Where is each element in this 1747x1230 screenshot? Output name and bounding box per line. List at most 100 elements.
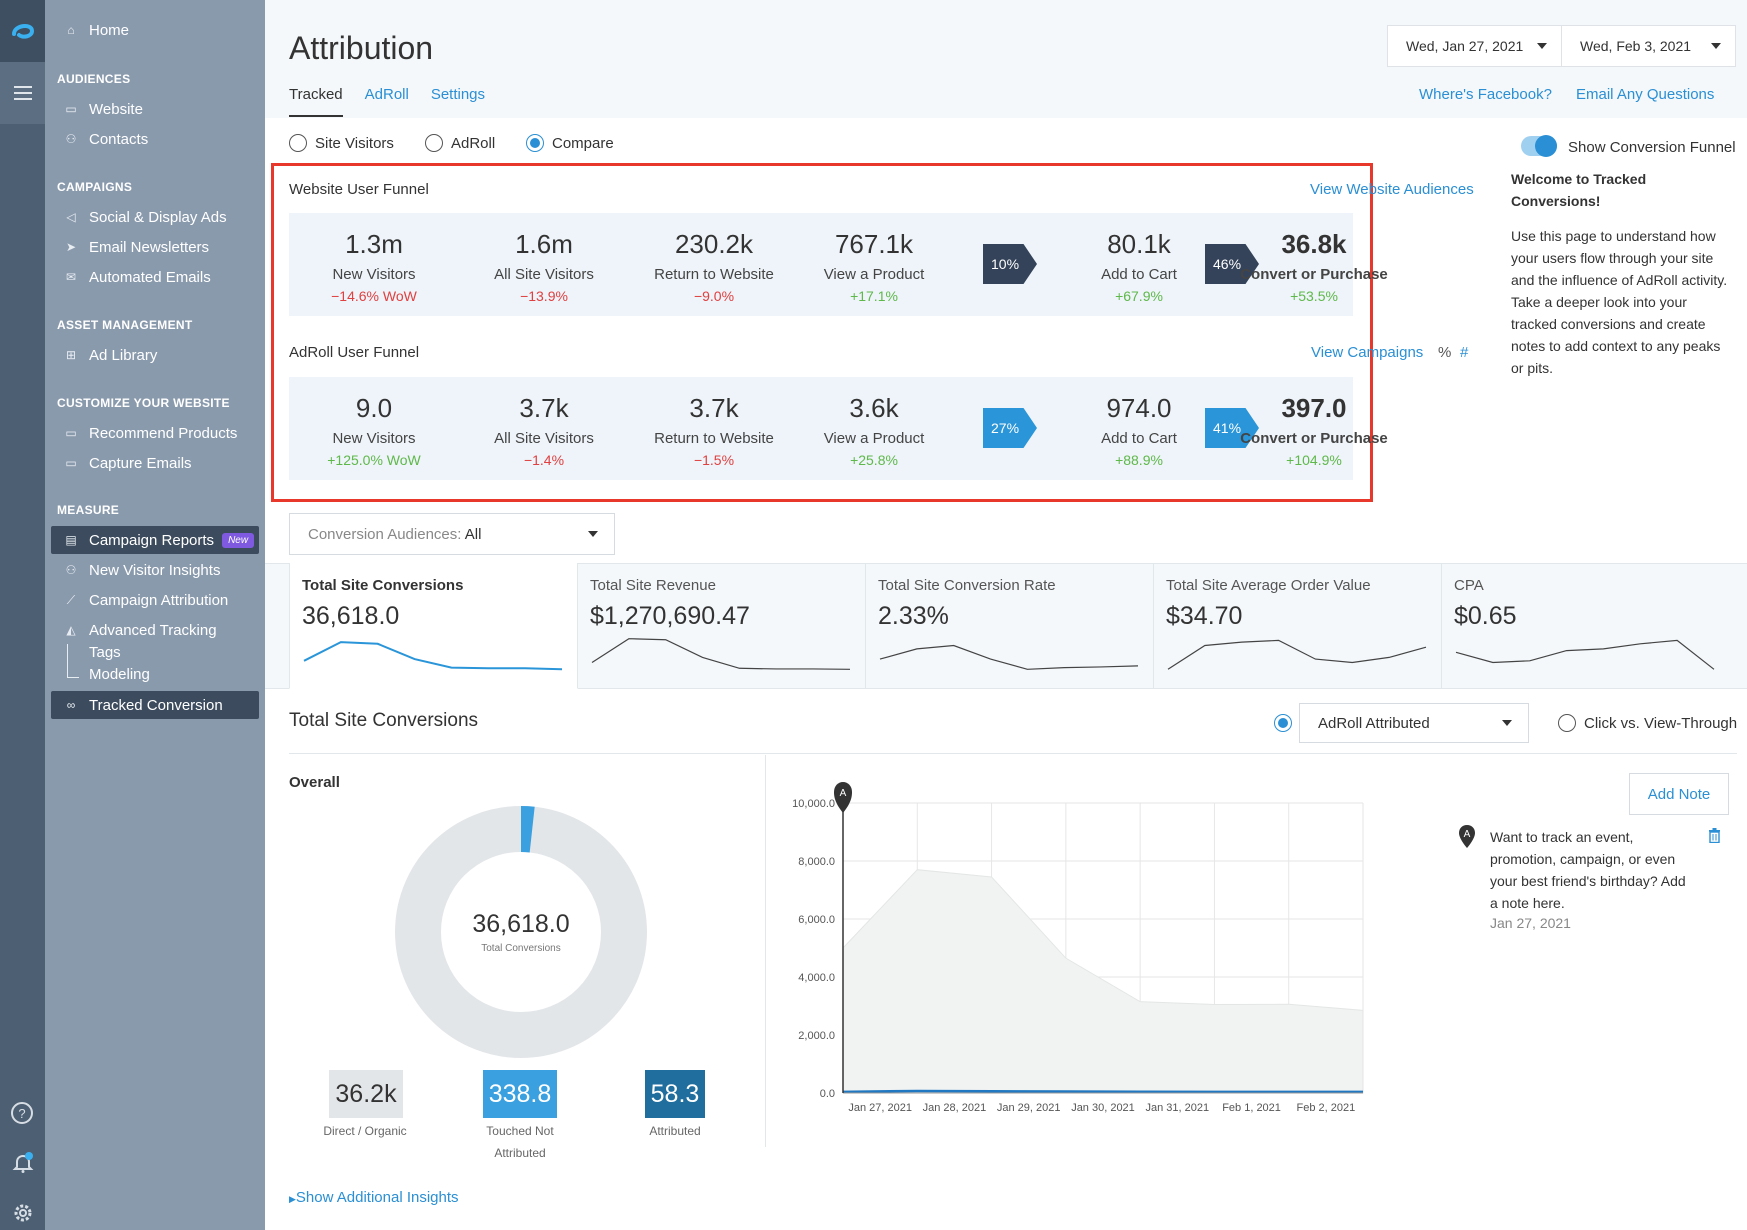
note-pin-label: A: [1464, 829, 1471, 840]
tab-bar: Tracked AdRoll Settings: [289, 86, 485, 117]
radio-site-visitors[interactable]: Site Visitors: [289, 134, 394, 152]
sidebar-item-capture-emails[interactable]: ▭ Capture Emails: [51, 449, 259, 477]
area-chart-icon: ◭: [66, 623, 76, 637]
grid-icon: ⊞: [65, 348, 77, 362]
sidebar-subitem-modeling[interactable]: Modeling: [89, 666, 150, 683]
radio-adroll[interactable]: AdRoll: [425, 134, 495, 152]
add-note-button[interactable]: Add Note: [1629, 773, 1729, 815]
tab-adroll[interactable]: AdRoll: [364, 86, 409, 103]
kpi-sparkline: [1167, 639, 1427, 670]
sidebar: ⌂ Home AUDIENCES ▭ Website ⚇ Contacts CAMPA…: [45, 0, 265, 1230]
sidebar-heading-measure: MEASURE: [57, 503, 120, 517]
sidebar-item-advanced-tracking[interactable]: ◭ Advanced Tracking: [51, 616, 259, 644]
y-tick-label: 4,000.0: [798, 972, 835, 984]
kpi-total-site-conversions[interactable]: Total Site Conversions 36,618.0: [289, 563, 578, 689]
section-divider: [289, 753, 1737, 754]
radio-adroll-attributed[interactable]: [1274, 714, 1300, 732]
sidebar-item-website[interactable]: ▭ Website: [51, 95, 259, 123]
menu-icon[interactable]: [0, 62, 45, 124]
y-tick-label: 8,000.0: [798, 856, 835, 868]
x-tick-label: Jan 31, 2021: [1145, 1102, 1209, 1114]
sidebar-item-tracked-conversion[interactable]: ∞ Tracked Conversion: [51, 691, 259, 719]
email-questions-link[interactable]: Email Any Questions: [1576, 86, 1715, 103]
sidebar-item-home[interactable]: ⌂ Home: [51, 16, 259, 44]
funnel-rate-chevron: 10%: [983, 244, 1037, 284]
sparkline-path: [303, 641, 563, 671]
radio-circle: [1558, 714, 1576, 732]
funnel-step-new-visitors: 9.0 New Visitors +125.0% WoW: [327, 393, 421, 468]
percent-toggle[interactable]: %: [1438, 344, 1452, 361]
show-funnel-toggle[interactable]: [1521, 135, 1557, 157]
browser-icon: ▭: [65, 102, 77, 116]
gear-icon[interactable]: [12, 1202, 34, 1228]
sidebar-item-automated-emails[interactable]: ✉ Automated Emails: [51, 263, 259, 291]
x-tick-label: Feb 2, 2021: [1296, 1102, 1355, 1114]
sidebar-item-ad-library[interactable]: ⊞ Ad Library: [51, 341, 259, 369]
view-website-audiences-link[interactable]: View Website Audiences: [1310, 181, 1474, 198]
radio-compare[interactable]: Compare: [526, 134, 614, 152]
funnel-step-return-to-website: 230.2k Return to Website −9.0%: [654, 229, 774, 304]
attribution-select[interactable]: AdRoll Attributed: [1299, 703, 1529, 743]
line-chart-icon: ⟋: [66, 592, 76, 607]
number-toggle[interactable]: #: [1460, 344, 1469, 361]
kpi-total-site-revenue[interactable]: Total Site Revenue $1,270,690.47: [578, 563, 866, 689]
view-campaigns-link[interactable]: View Campaigns: [1311, 344, 1424, 361]
show-additional-insights-link[interactable]: ▶Show Additional Insights: [289, 1189, 459, 1206]
funnel-step-new-visitors: 1.3m New Visitors −14.6% WoW: [331, 229, 417, 304]
browser-icon: ▭: [65, 426, 77, 440]
wheres-facebook-link[interactable]: Where's Facebook?: [1419, 86, 1552, 103]
sparkline-path: [1455, 639, 1715, 670]
tree-branch: [67, 677, 79, 678]
sidebar-item-recommend-products[interactable]: ▭ Recommend Products: [51, 419, 259, 447]
tab-settings[interactable]: Settings: [430, 86, 486, 103]
sidebar-subitem-tags[interactable]: Tags: [89, 644, 121, 661]
bell-icon[interactable]: [12, 1152, 34, 1178]
line-series-attributed: [842, 1089, 1363, 1094]
sidebar-item-campaign-reports[interactable]: ▤ Campaign Reports New: [51, 526, 259, 554]
radio-circle-selected: [1274, 714, 1292, 732]
page-title: Attribution: [289, 30, 434, 66]
x-tick-label: Jan 28, 2021: [923, 1102, 987, 1114]
kpi-average-order-value[interactable]: Total Site Average Order Value $34.70: [1154, 563, 1442, 689]
donut-total-label: Total Conversions: [481, 943, 560, 954]
x-tick-label: Feb 1, 2021: [1222, 1102, 1281, 1114]
sidebar-item-new-visitor-insights[interactable]: ⚇ New Visitor Insights: [51, 556, 259, 584]
sidebar-item-social-display-ads[interactable]: ◁ Social & Display Ads: [51, 203, 259, 231]
chevron-down-icon: [1711, 43, 1721, 49]
donut-total-value: 36,618.0: [472, 910, 569, 938]
kpi-cpa[interactable]: CPA $0.65: [1442, 563, 1737, 689]
kpi-sparkline: [879, 644, 1139, 670]
show-funnel-label: Show Conversion Funnel: [1568, 139, 1736, 156]
help-icon[interactable]: ?: [11, 1102, 33, 1124]
radio-circle: [289, 134, 307, 152]
x-tick-label: Jan 29, 2021: [997, 1102, 1061, 1114]
stat-touched-not-attributed: 338.8: [483, 1070, 557, 1118]
new-badge: New: [222, 532, 255, 548]
end-date-picker[interactable]: Wed, Feb 3, 2021: [1561, 25, 1736, 67]
sidebar-item-campaign-attribution[interactable]: ⟋ Campaign Attribution: [51, 586, 259, 614]
start-date-picker[interactable]: Wed, Jan 27, 2021: [1387, 25, 1562, 67]
kpi-conversion-rate[interactable]: Total Site Conversion Rate 2.33%: [866, 563, 1154, 689]
welcome-body: Use this page to understand how your use…: [1511, 228, 1728, 376]
note-text: Want to track an event, promotion, campa…: [1490, 829, 1686, 911]
select-value: All: [464, 525, 482, 543]
conversions-section-title: Total Site Conversions: [289, 710, 479, 731]
area-series-total: [842, 869, 1364, 1094]
funnel-rate-chevron: 27%: [983, 408, 1037, 448]
kpi-sparkline: [303, 641, 563, 671]
adroll-logo[interactable]: [0, 0, 45, 62]
note-pin-icon: A: [1459, 825, 1475, 848]
sidebar-item-email-newsletters[interactable]: ➤ Email Newsletters: [51, 233, 259, 261]
main-content: Attribution Tracked AdRoll Settings Wed,…: [265, 0, 1747, 1230]
radio-click-vs-view[interactable]: Click vs. View-Through: [1558, 714, 1737, 732]
sidebar-item-contacts[interactable]: ⚇ Contacts: [51, 125, 259, 153]
binoculars-icon: ∞: [66, 698, 76, 712]
x-tick-label: Jan 27, 2021: [848, 1102, 912, 1114]
y-tick-label: 2,000.0: [798, 1030, 835, 1042]
tab-tracked[interactable]: Tracked: [289, 86, 343, 117]
home-icon: ⌂: [67, 23, 75, 37]
note-date: Jan 27, 2021: [1490, 915, 1571, 931]
trash-icon[interactable]: [1708, 828, 1721, 843]
conversion-audiences-select[interactable]: Conversion Audiences: All: [289, 513, 615, 555]
sidebar-heading-customize-website: CUSTOMIZE YOUR WEBSITE: [57, 396, 230, 410]
